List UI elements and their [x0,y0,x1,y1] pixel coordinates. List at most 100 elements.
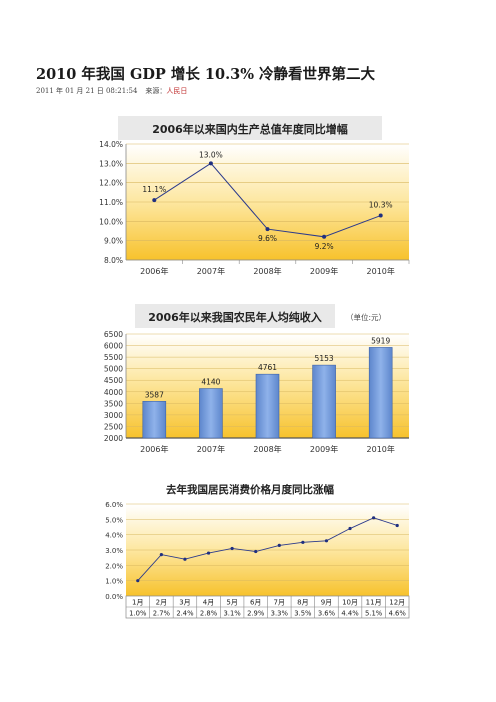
gdp-data-label: 9.6% [258,234,277,243]
article-meta: 2011 年 01 月 21 日 08:21:54 来源：人民日 [36,86,187,96]
cpi-y-tick-label: 3.0% [105,547,123,555]
income-data-label: 3587 [145,390,164,399]
cpi-y-tick-label: 6.0% [105,501,123,509]
gdp-y-tick-label: 8.0% [104,256,123,265]
cpi-value-label: 3.6% [318,610,336,618]
income-data-label: 4761 [258,363,277,372]
income-y-tick-label: 2000 [104,434,123,443]
income-x-tick-label: 2009年 [310,444,338,454]
gdp-x-tick-label: 2007年 [197,266,225,276]
gdp-y-tick-label: 12.0% [99,179,123,188]
cpi-series-line [137,517,398,581]
income-y-tick-label: 4500 [104,376,123,385]
gdp-x-tick-label: 2006年 [140,266,168,276]
cpi-data-point [254,549,258,554]
cpi-data-point [136,579,140,583]
income-bar [199,388,223,439]
gdp-y-tick-label: 10.0% [99,217,123,226]
income-y-tick-label: 2500 [104,422,123,431]
income-chart-title: 2006年以来我国农民年人均纯收入 [148,310,322,324]
income-unit-note: （单位:元） [346,312,386,322]
income-bar [255,373,280,439]
cpi-chart-title: 去年我国居民消费价格月度同比涨幅 [166,483,334,496]
cpi-month-label: 11月 [366,599,382,607]
cpi-y-tick-label: 1.0% [105,578,123,586]
cpi-data-point [395,523,399,528]
cpi-value-label: 3.5% [294,610,312,618]
cpi-value-label: 2.9% [247,610,265,618]
cpi-month-label: 7月 [274,599,285,607]
gdp-data-point [265,227,270,232]
income-x-tick-label: 2010年 [367,444,395,454]
income-y-tick-label: 5000 [104,365,123,374]
cpi-month-label: 5月 [226,599,237,607]
income-bar [368,347,393,439]
cpi-y-tick-label: 2.0% [105,562,123,570]
income-y-tick-label: 5500 [104,353,123,362]
cpi-data-point [372,516,376,520]
cpi-month-label: 1月 [132,599,143,607]
gdp-y-tick-label: 14.0% [99,140,123,149]
gdp-data-label: 9.2% [315,242,334,251]
cpi-value-label: 2.7% [153,610,171,618]
income-y-tick-label: 4000 [104,388,123,397]
cpi-month-label: 10月 [342,599,358,607]
gdp-x-tick-label: 2009年 [310,266,338,276]
income-x-tick-label: 2006年 [140,444,168,454]
cpi-data-point [159,553,163,557]
gdp-y-tick-label: 13.0% [99,159,123,168]
gdp-data-label: 10.3% [369,201,393,210]
cpi-month-label: 9月 [321,599,332,607]
article-date: 2011 年 01 月 21 日 08:21:54 [36,87,138,95]
income-data-label: 5919 [371,336,390,345]
article-title: 2010 年我国 GDP 增长 10.3% 冷静看世界第二大 [36,66,376,83]
gdp-data-point [208,161,213,166]
income-x-tick-label: 2007年 [197,444,225,454]
source-label: 来源： [145,87,167,95]
cpi-value-label: 1.0% [129,610,147,618]
gdp-title-bar [118,116,382,140]
income-title-bar [135,304,335,328]
income-data-label: 5153 [315,354,334,363]
cpi-data-point [183,557,187,561]
gdp-chart-title: 2006年以来国内生产总值年度同比增幅 [152,122,348,136]
cpi-month-label: 2月 [156,599,167,607]
cpi-month-label: 8月 [297,599,308,607]
gdp-data-label: 11.1% [142,185,166,194]
cpi-month-label: 3月 [179,599,190,607]
cpi-data-point [277,543,281,547]
cpi-data-point [301,540,305,544]
gdp-growth-chart: 2006年以来国内生产总值年度同比增幅 8.0% 9.0% 10.0% 11.0% 12… [99,116,410,276]
gdp-data-point [322,234,327,239]
cpi-value-label: 3.1% [223,610,241,618]
income-y-tick-label: 6000 [104,342,123,351]
gdp-y-tick-label: 11.0% [99,198,123,207]
cpi-monthly-chart: 去年我国居民消费价格月度同比涨幅 0.0% 1.0% 2.0% 3.0% 4.0% 5.0… [105,483,410,619]
gdp-data-point [378,213,383,218]
cpi-month-label: 6月 [250,599,261,607]
income-bar [312,364,336,439]
gdp-x-tick-label: 2010年 [367,266,395,276]
gdp-x-tick-label: 2008年 [253,266,281,276]
cpi-y-tick-label: 4.0% [105,532,123,540]
income-x-tick-label: 2008年 [253,444,281,454]
gdp-data-label: 13.0% [199,150,223,159]
cpi-month-label: 4月 [203,599,214,607]
income-bar [142,401,167,439]
cpi-y-tick-label: 0.0% [105,593,123,601]
cpi-data-point [348,526,352,531]
farmer-income-chart: 2006年以来我国农民年人均纯收入 （单位:元） 2000 2500 3000 350… [104,304,409,454]
gdp-y-tick-label: 9.0% [104,237,123,246]
income-y-tick-label: 3000 [104,411,123,420]
income-y-tick-label: 3500 [104,399,123,408]
income-data-label: 4140 [201,378,220,387]
cpi-value-label: 4.6% [389,610,407,618]
cpi-value-label: 3.3% [271,610,289,618]
income-y-tick-label: 6500 [104,330,123,339]
cpi-value-label: 2.8% [200,610,218,618]
cpi-data-point [206,551,211,555]
cpi-y-tick-label: 5.0% [105,516,123,524]
cpi-value-label: 2.4% [176,610,194,618]
source-name[interactable]: 人民日 [166,87,188,95]
gdp-data-point [152,198,157,203]
